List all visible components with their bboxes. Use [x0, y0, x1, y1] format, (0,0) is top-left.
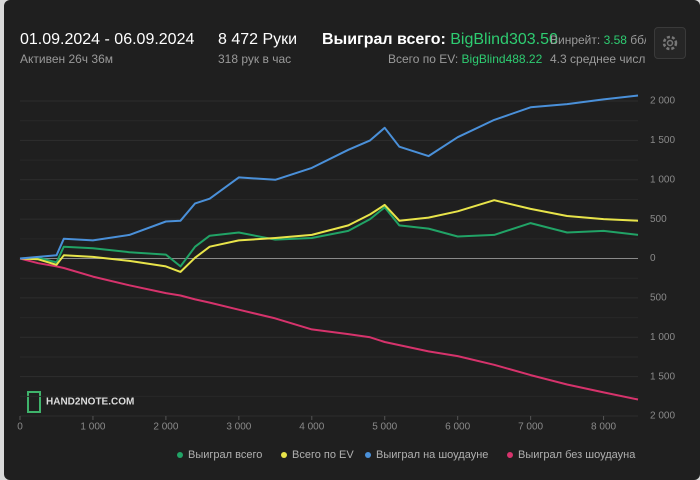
series-line — [19, 94, 639, 260]
won-value: BigBlind303.50 — [450, 31, 558, 48]
won-label: Выиграл всего: — [322, 31, 446, 48]
legend-label: Выиграл на шоудауне — [376, 449, 488, 461]
settings-icon — [662, 35, 678, 51]
series-line — [19, 257, 639, 401]
x-tick-label: 5 000 — [372, 422, 397, 433]
y-tick-label: 0 — [650, 253, 656, 264]
legend-label: Всего по EV — [292, 449, 354, 461]
settings-button[interactable] — [654, 27, 686, 59]
legend-marker — [281, 452, 287, 458]
series-line — [19, 199, 639, 273]
y-tick-label: 1 500 — [650, 371, 675, 382]
x-tick-label: 8 000 — [591, 422, 616, 433]
avg-text: 4.3 среднее числ — [550, 52, 646, 66]
hands: 8 472 Руки — [218, 31, 298, 48]
legend-marker — [177, 452, 183, 458]
y-tick-label: 1 000 — [650, 332, 675, 343]
winrate-value: 3.58 — [603, 33, 627, 47]
ev-value: BigBlind488.22 — [461, 52, 543, 66]
legend-marker — [365, 452, 371, 458]
y-tick-label: 1 000 — [650, 174, 675, 185]
date-range: 01.09.2024 - 06.09.2024 — [20, 31, 195, 48]
y-tick-label: 500 — [650, 214, 667, 225]
panel: 01.09.2024 - 06.09.2024 Активен 26ч 36м … — [4, 0, 700, 480]
legend-label: Выиграл без шоудауна — [518, 449, 636, 461]
x-tick-label: 4 000 — [299, 422, 324, 433]
legend-label: Выиграл всего — [188, 449, 262, 461]
x-tick-label: 0 — [17, 422, 23, 433]
legend-marker — [507, 452, 513, 458]
logo-icon — [27, 391, 41, 413]
y-tick-label: 500 — [650, 293, 667, 304]
x-tick-label: 1 000 — [80, 422, 105, 433]
x-tick-label: 7 000 — [518, 422, 543, 433]
y-tick-label: 1 500 — [650, 135, 675, 146]
watermark: HAND2NOTE.COM — [46, 397, 134, 408]
x-tick-label: 3 000 — [226, 422, 251, 433]
y-tick-label: 2 000 — [650, 411, 675, 422]
won-total: Выиграл всего: BigBlind303.50 — [322, 31, 558, 49]
winrate-label: Винрейт: — [550, 33, 601, 47]
series-line — [19, 206, 639, 268]
y-tick-label: 2 000 — [650, 96, 675, 107]
ev-total: Всего по EV: BigBlind488.22 — [388, 52, 542, 66]
winrate: Винрейт: 3.58 бб/ — [550, 33, 646, 47]
chart: HAND2NOTE.COM 2 000 1 500 1 000 500 0 500 1 00… — [17, 94, 675, 461]
ev-label: Всего по EV: — [388, 52, 459, 66]
hands-per-hour: 318 рук в час — [218, 52, 292, 66]
x-tick-label: 6 000 — [445, 422, 470, 433]
winrate-unit: бб/ — [630, 33, 646, 47]
x-tick-label: 2 000 — [153, 422, 178, 433]
active-time: Активен 26ч 36м — [20, 52, 113, 66]
